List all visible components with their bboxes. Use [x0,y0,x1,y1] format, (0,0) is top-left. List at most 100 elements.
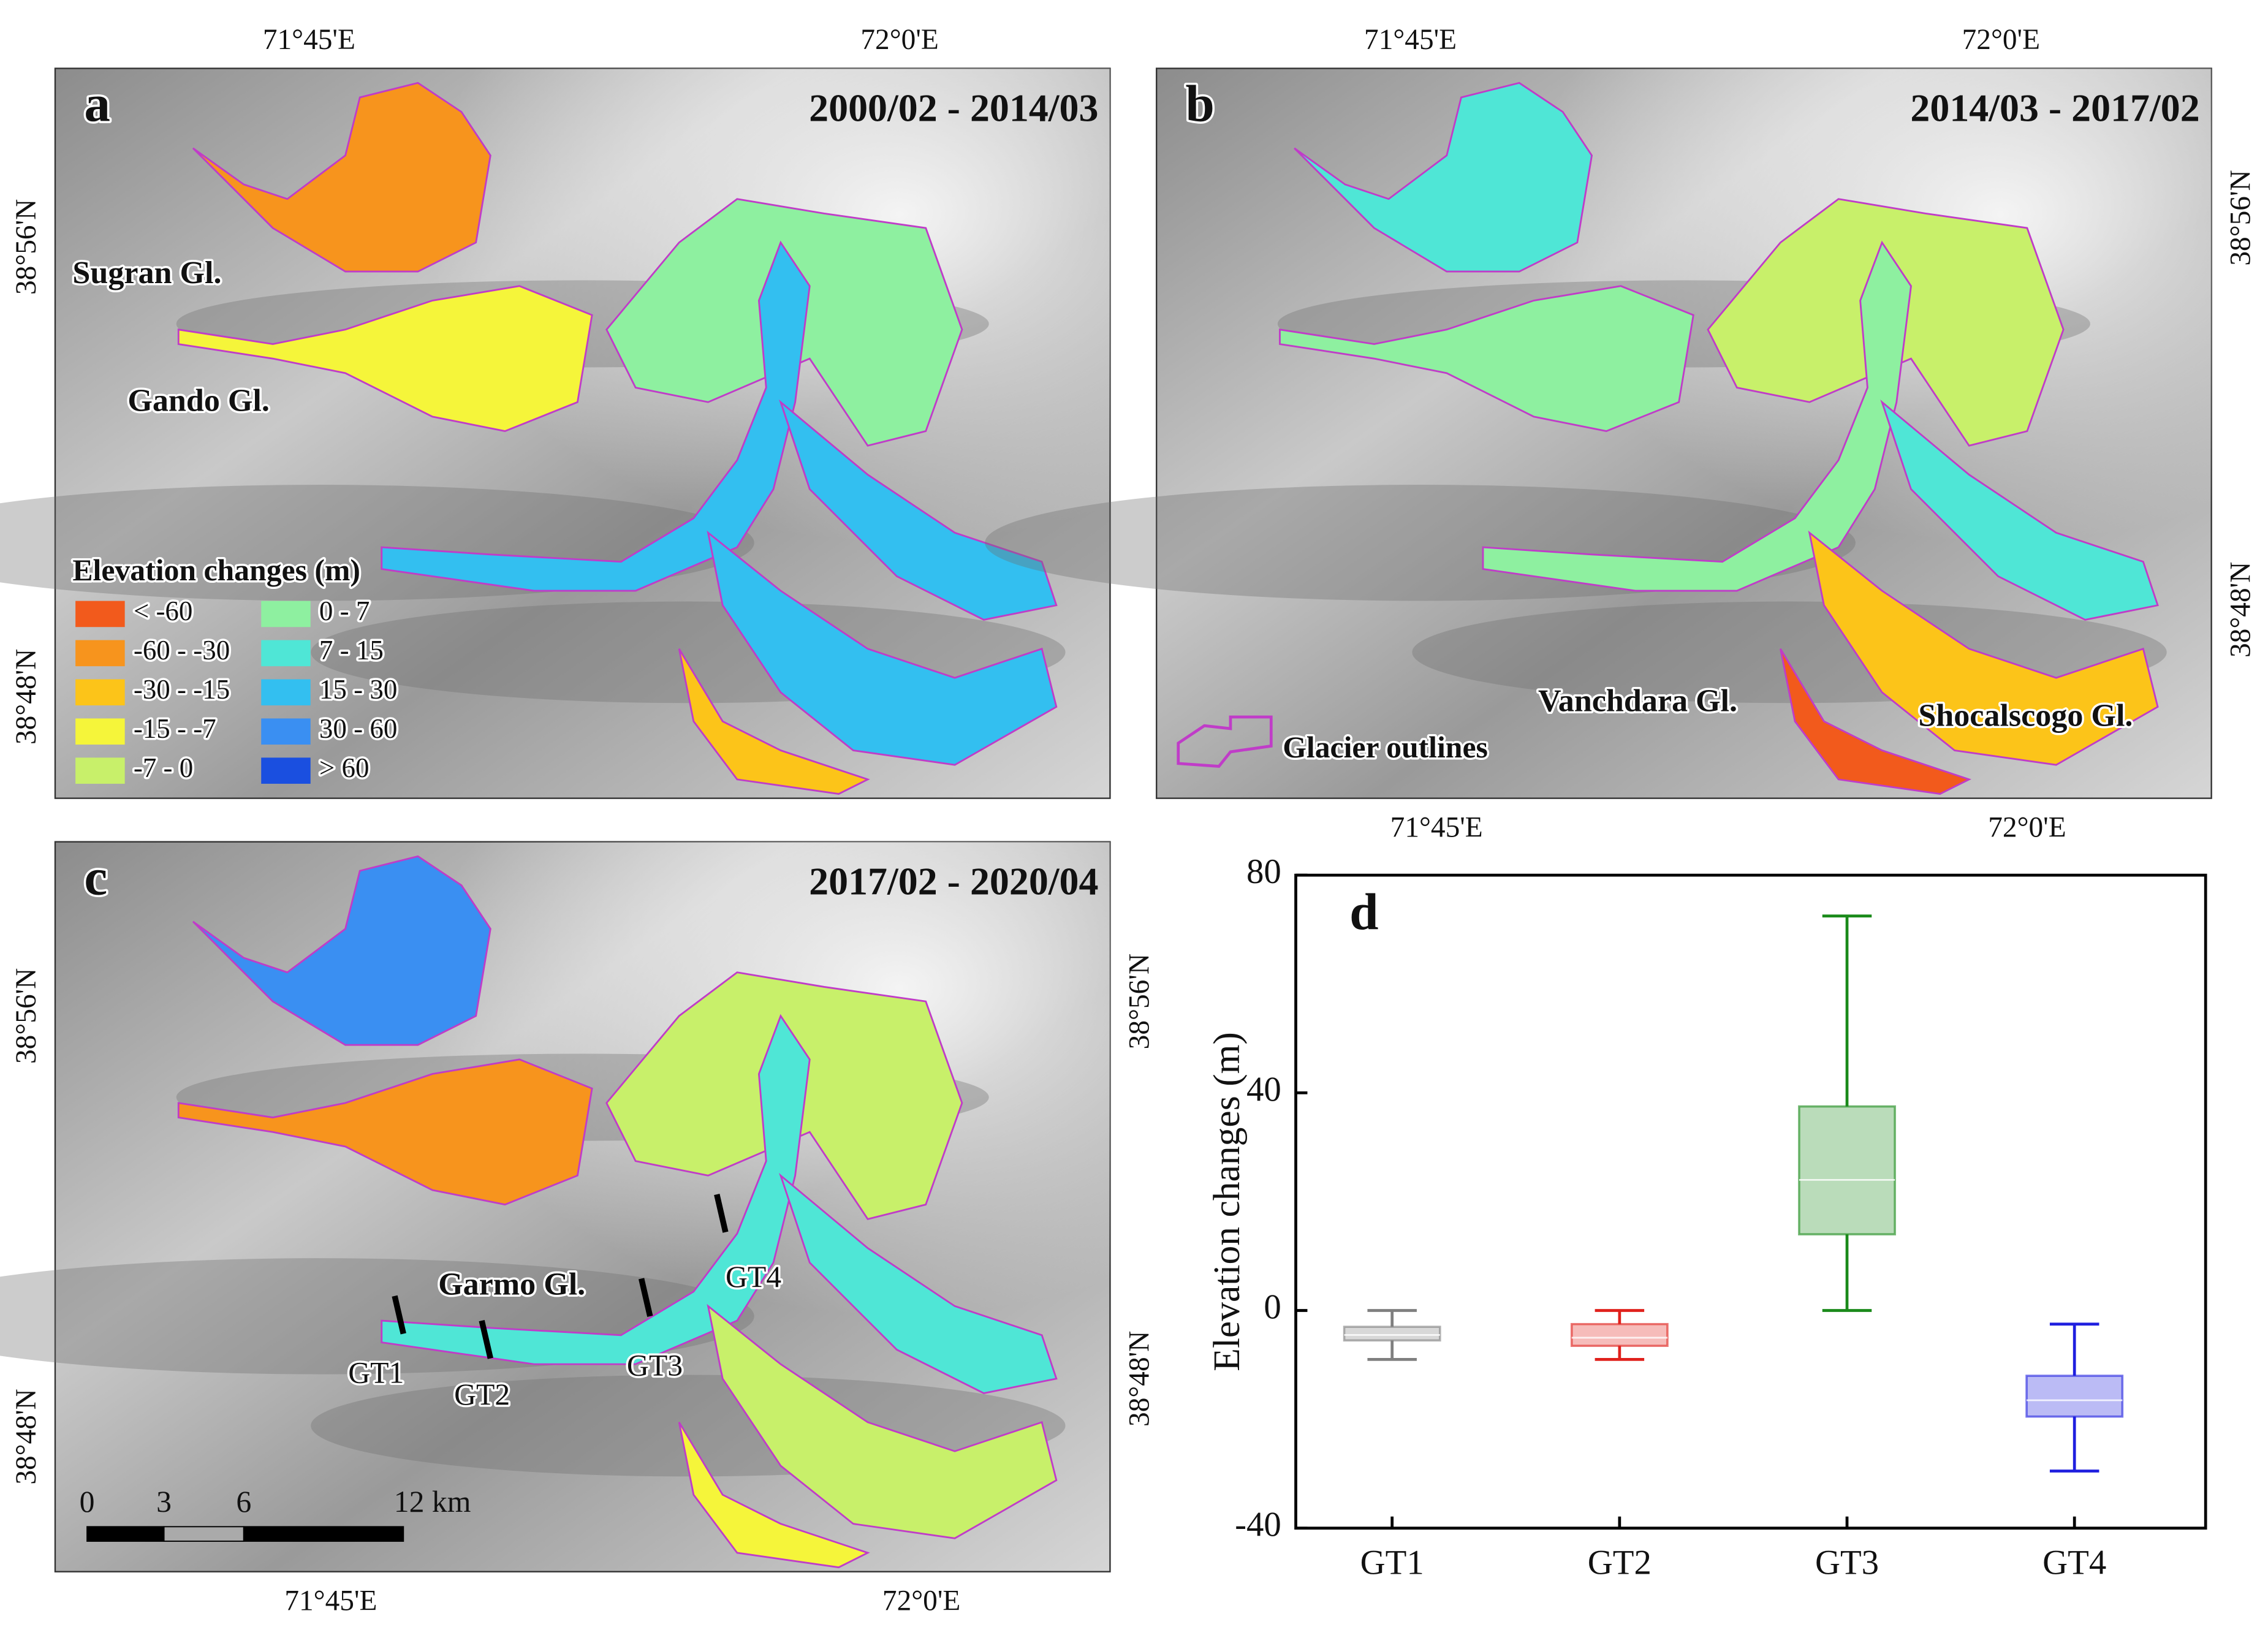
legend-label: 7 - 15 [319,635,384,666]
panel-letter: a [84,75,110,132]
glacier-name: Shocalscogo Gl. [1918,698,2133,733]
outline-legend-label: Glacier outlines [1283,730,1488,764]
profile-line [479,1320,493,1359]
x-tick-label: GT4 [2042,1543,2106,1582]
glacier-zone [192,855,491,1046]
lat-label: 38°48'N [2225,562,2257,658]
glacier-map [1279,82,2159,795]
period-title: 2014/03 - 2017/02 [1910,86,2199,129]
legend-swatch [261,640,311,667]
scalebar-label: 0 [80,1485,95,1519]
lat-label: 38°56'N [10,968,42,1064]
panel-letter: b [1186,75,1215,132]
plot-frame [1294,873,2207,1530]
y-tick-label: 80 [1246,852,1281,891]
profile-line [392,1295,406,1335]
lat-label: 38°56'N [10,199,42,295]
lon-label: 71°45'E [1364,24,1457,56]
lon-label: 72°0'E [1988,812,2066,844]
glacier-zone [381,1014,811,1365]
legend-label: > 60 [319,753,370,783]
legend-swatch [261,601,311,628]
glacier-zone [381,240,811,592]
glacier-zone [192,82,491,273]
legend-swatch [75,679,125,706]
lon-label: 71°45'E [284,1585,377,1617]
profile-label: GT1 [348,1356,404,1389]
panel-letter: c [84,849,107,906]
glacier-zone [778,399,1058,621]
legend-label: -60 - -30 [134,635,230,666]
scalebar-segment [86,1526,165,1542]
legend-label: -7 - 0 [134,753,193,783]
profile-label: GT3 [627,1349,683,1382]
legend-label: 30 - 60 [319,713,397,744]
glacier-zone [707,530,1058,766]
legend-swatch [261,718,311,745]
glacier-zone [678,648,870,795]
x-tick-label: GT1 [1360,1543,1424,1582]
glacier-zone [177,1058,593,1206]
box [2025,1375,2124,1418]
profile-line [714,1194,729,1233]
glacier-zone [678,1422,870,1569]
lon-label: 71°45'E [263,24,355,56]
period-title: 2000/02 - 2014/03 [809,86,1098,129]
x-tick-label: GT2 [1588,1543,1652,1582]
lat-label: 38°56'N [1123,954,1155,1049]
y-tick-label: 40 [1246,1070,1281,1109]
legend-swatch [75,718,125,745]
glacier-zone [1808,530,2159,766]
lat-label: 38°48'N [1123,1331,1155,1427]
legend-label: -15 - -7 [134,713,216,744]
x-tick-label: GT3 [1815,1543,1879,1582]
lon-label: 72°0'E [1962,24,2040,56]
lat-label: 38°56'N [2225,170,2257,265]
lon-label: 72°0'E [860,24,938,56]
panel-letter: d [1349,883,1378,941]
glacier-zone [707,1303,1058,1539]
scalebar-label: 6 [236,1485,251,1519]
scalebar-segment [243,1526,404,1542]
lon-label: 71°45'E [1390,812,1483,844]
legend-label: 0 - 7 [319,596,370,626]
glacier-name: Garmo Gl. [438,1267,585,1302]
lon-label: 72°0'E [882,1585,960,1617]
glacier-zone [1880,399,2159,621]
glacier-map [177,855,1058,1569]
profile-line [638,1278,653,1318]
y-tick-label: 0 [1264,1288,1281,1327]
outline-legend-icon [1177,715,1273,768]
glacier-zone [778,1172,1058,1394]
y-tick-label: -40 [1235,1506,1281,1544]
legend-swatch [75,640,125,667]
box [1798,1105,1896,1235]
legend-swatch [261,757,311,784]
glacier-name: Sugran Gl. [72,256,221,290]
scalebar-label: 3 [156,1485,172,1519]
y-axis-title: Elevation changes (m) [1206,1032,1248,1371]
glacier-zone [1779,648,1971,795]
lat-label: 38°48'N [10,649,42,745]
glacier-zone [1482,240,1912,592]
legend-label: < -60 [134,596,193,626]
glacier-zone [1279,285,1694,433]
box [1570,1322,1669,1347]
glacier-name: Vanchdara Gl. [1538,684,1737,719]
glacier-zone [1294,82,1593,273]
legend-title: Elevation changes (m) [72,553,360,587]
profile-label: GT2 [454,1378,510,1411]
box [1343,1325,1441,1342]
glacier-map [177,82,1058,795]
glacier-zone [177,285,593,433]
legend-swatch [75,601,125,628]
legend-label: 15 - 30 [319,674,397,705]
legend-label: -30 - -15 [134,674,230,705]
legend-swatch [261,679,311,706]
glacier-name: Gando Gl. [127,384,270,419]
profile-label: GT4 [726,1260,781,1294]
scalebar-segment [163,1526,245,1542]
period-title: 2017/02 - 2020/04 [809,859,1098,903]
lat-label: 38°48'N [10,1389,42,1484]
